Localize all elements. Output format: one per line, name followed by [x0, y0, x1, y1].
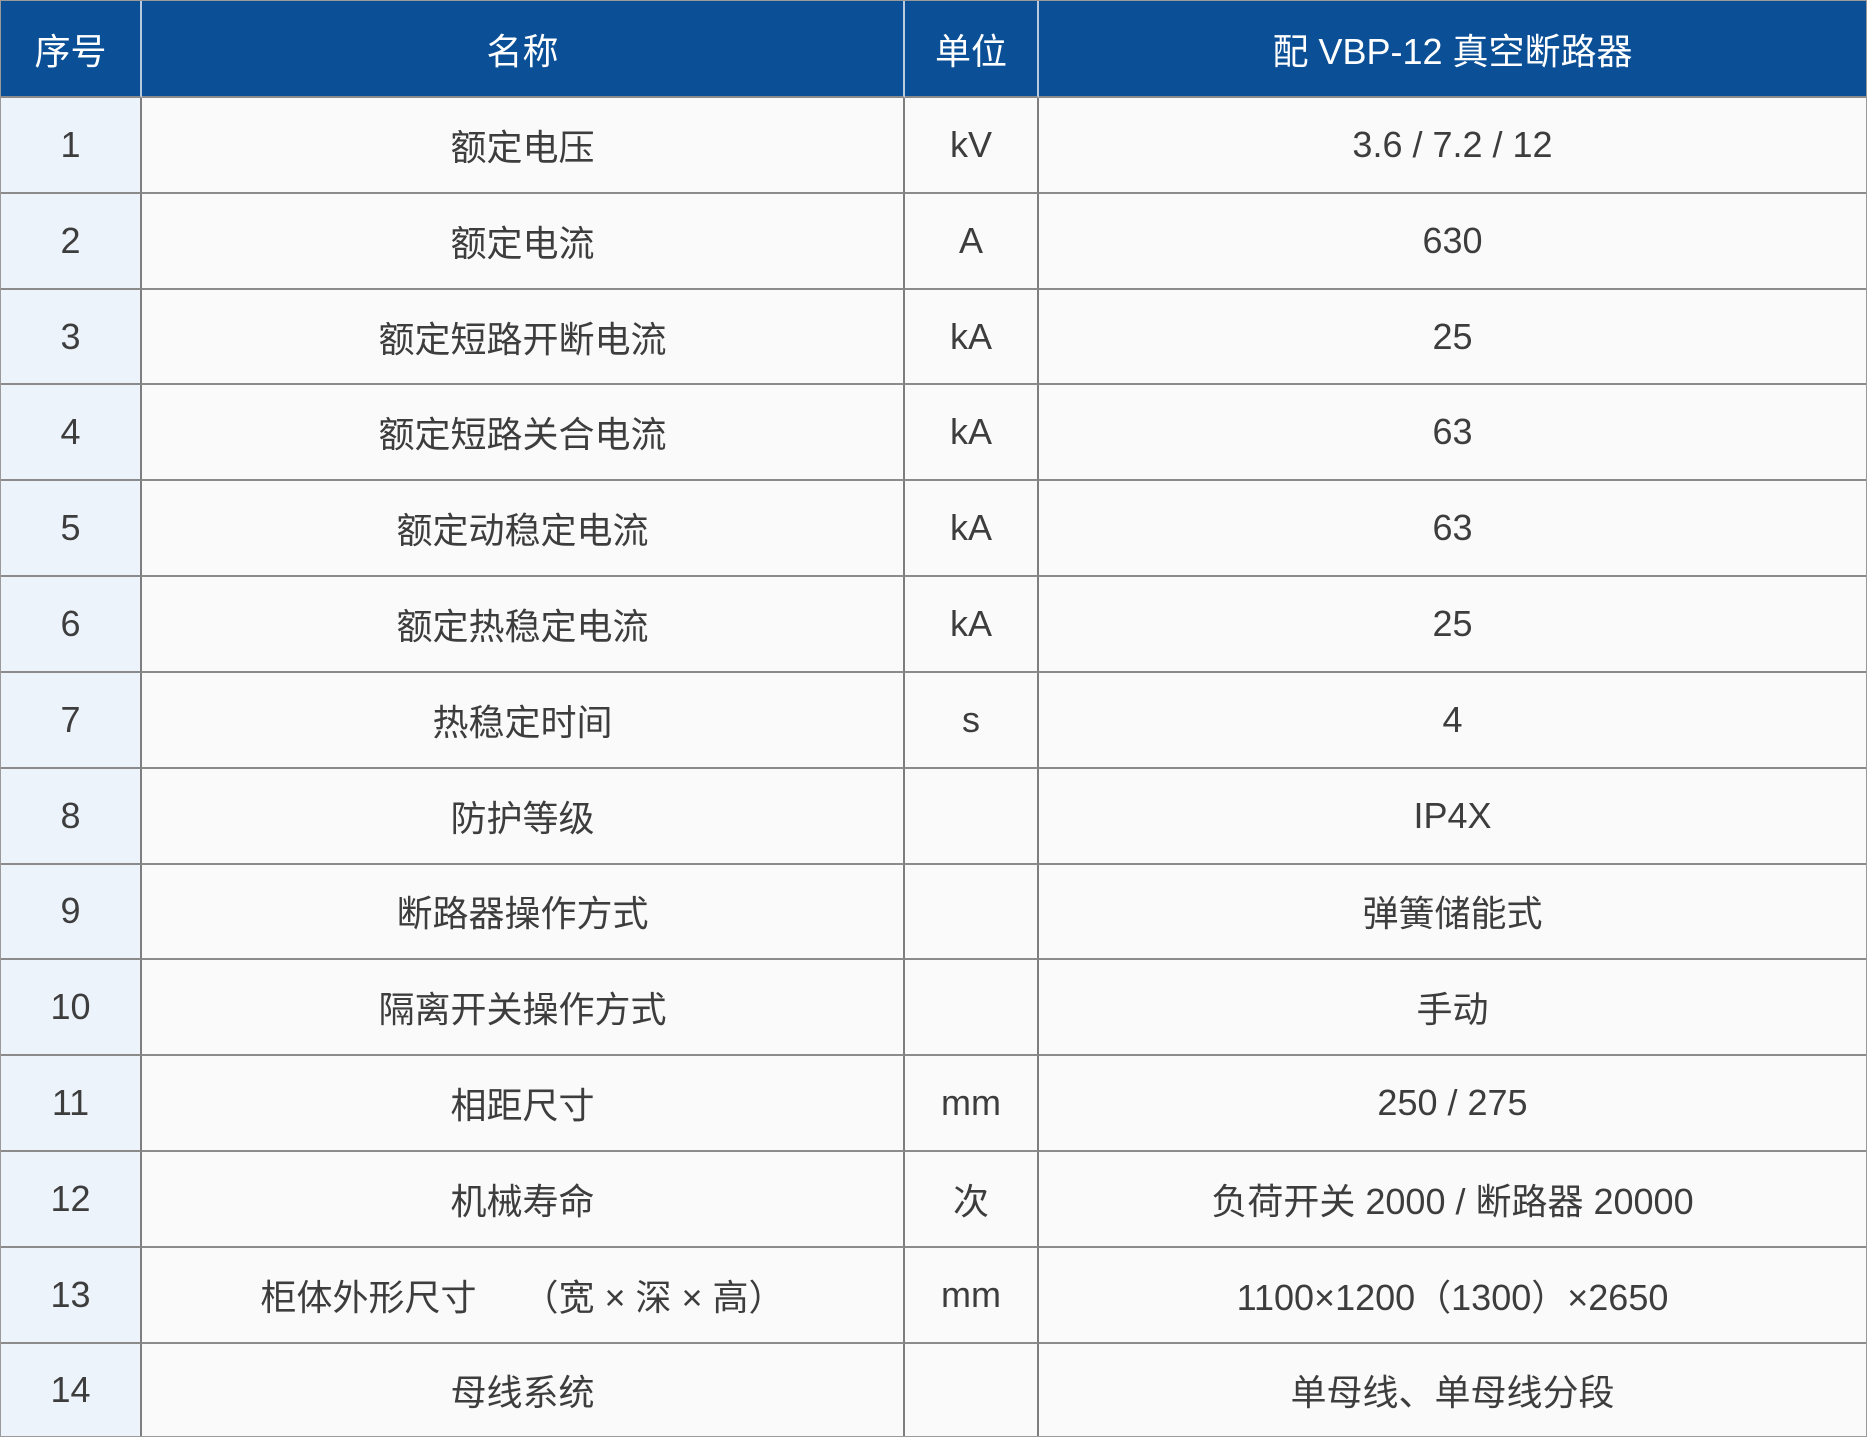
row-number-cell: 11: [1, 1056, 142, 1152]
value-cell: IP4X: [1039, 768, 1866, 865]
header-row: 序号 名称 单位 配 VBP-12 真空断路器: [1, 1, 1866, 98]
parameter-name-cell: 隔离开关操作方式: [142, 960, 905, 1057]
parameter-name-cell: 热稳定时间: [142, 672, 905, 769]
value-cell: 3.6 / 7.2 / 12: [1039, 98, 1866, 194]
row-number-cell: 4: [1, 385, 142, 482]
unit-cell: 次: [905, 1151, 1039, 1248]
unit-cell: mm: [905, 1247, 1039, 1344]
table-row: 7 热稳定时间 s 4: [1, 672, 1866, 769]
parameter-name-cell: 额定热稳定电流: [142, 577, 905, 673]
header-cell-no: 序号: [1, 1, 142, 98]
parameter-name-cell: 额定电流: [142, 193, 905, 290]
unit-cell: kV: [905, 98, 1039, 194]
value-cell: 单母线、单母线分段: [1039, 1343, 1866, 1436]
table-row: 1 额定电压 kV 3.6 / 7.2 / 12: [1, 98, 1866, 194]
parameter-name-cell: 母线系统: [142, 1343, 905, 1436]
row-number-cell: 8: [1, 768, 142, 865]
row-number-cell: 2: [1, 193, 142, 290]
table-row: 5 额定动稳定电流 kA 63: [1, 481, 1866, 578]
table-row: 9 断路器操作方式 弹簧储能式: [1, 864, 1866, 961]
unit-cell: [905, 960, 1039, 1057]
header-cell-value: 配 VBP-12 真空断路器: [1039, 1, 1866, 98]
table-body: 1 额定电压 kV 3.6 / 7.2 / 12 2 额定电流 A 630 3 …: [1, 98, 1866, 1436]
value-cell: 25: [1039, 289, 1866, 386]
value-cell: 手动: [1039, 960, 1866, 1057]
value-cell: 630: [1039, 193, 1866, 290]
parameter-name-cell: 柜体外形尺寸 （宽 × 深 × 高）: [142, 1247, 905, 1344]
row-number-cell: 14: [1, 1343, 142, 1436]
table-row: 13 柜体外形尺寸 （宽 × 深 × 高） mm 1100×1200（1300）…: [1, 1247, 1866, 1344]
unit-cell: kA: [905, 289, 1039, 386]
value-cell: 25: [1039, 577, 1866, 673]
value-cell: 63: [1039, 481, 1866, 578]
table-row: 10 隔离开关操作方式 手动: [1, 960, 1866, 1057]
value-cell: 250 / 275: [1039, 1056, 1866, 1152]
row-number-cell: 13: [1, 1247, 142, 1344]
value-cell: 4: [1039, 672, 1866, 769]
parameter-name-cell: 断路器操作方式: [142, 864, 905, 961]
value-cell: 63: [1039, 385, 1866, 482]
parameter-name-cell: 额定电压: [142, 98, 905, 194]
row-number-cell: 5: [1, 481, 142, 578]
unit-cell: kA: [905, 481, 1039, 578]
unit-cell: A: [905, 193, 1039, 290]
row-number-cell: 3: [1, 289, 142, 386]
parameter-name-cell: 防护等级: [142, 768, 905, 865]
unit-cell: [905, 768, 1039, 865]
parameter-name-cell: 额定短路关合电流: [142, 385, 905, 482]
parameter-name-cell: 机械寿命: [142, 1151, 905, 1248]
row-number-cell: 6: [1, 577, 142, 673]
row-number-cell: 12: [1, 1151, 142, 1248]
table-header: 序号 名称 单位 配 VBP-12 真空断路器: [1, 1, 1866, 98]
table-row: 12 机械寿命 次 负荷开关 2000 / 断路器 20000: [1, 1151, 1866, 1248]
unit-cell: [905, 864, 1039, 961]
row-number-cell: 1: [1, 98, 142, 194]
row-number-cell: 10: [1, 960, 142, 1057]
unit-cell: s: [905, 672, 1039, 769]
row-number-cell: 9: [1, 864, 142, 961]
table-row: 11 相距尺寸 mm 250 / 275: [1, 1056, 1866, 1152]
parameter-name-cell: 相距尺寸: [142, 1056, 905, 1152]
row-number-cell: 7: [1, 672, 142, 769]
value-cell: 1100×1200（1300）×2650: [1039, 1247, 1866, 1344]
table-row: 4 额定短路关合电流 kA 63: [1, 385, 1866, 482]
parameter-name-cell: 额定动稳定电流: [142, 481, 905, 578]
table-row: 2 额定电流 A 630: [1, 193, 1866, 290]
value-cell: 负荷开关 2000 / 断路器 20000: [1039, 1151, 1866, 1248]
table-row: 14 母线系统 单母线、单母线分段: [1, 1343, 1866, 1436]
unit-cell: kA: [905, 577, 1039, 673]
value-cell: 弹簧储能式: [1039, 864, 1866, 961]
header-cell-name: 名称: [142, 1, 905, 98]
parameter-name-cell: 额定短路开断电流: [142, 289, 905, 386]
table-row: 8 防护等级 IP4X: [1, 768, 1866, 865]
unit-cell: [905, 1343, 1039, 1436]
table-row: 3 额定短路开断电流 kA 25: [1, 289, 1866, 386]
unit-cell: mm: [905, 1056, 1039, 1152]
header-cell-unit: 单位: [905, 1, 1039, 98]
unit-cell: kA: [905, 385, 1039, 482]
table-row: 6 额定热稳定电流 kA 25: [1, 577, 1866, 673]
